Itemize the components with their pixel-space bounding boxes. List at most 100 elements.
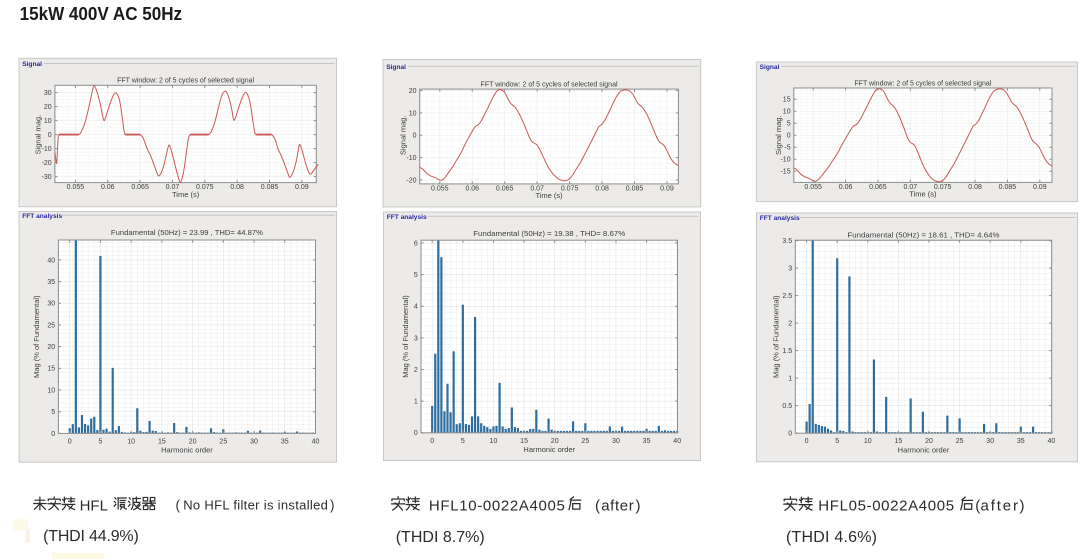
svg-text:Signal mag.: Signal mag. xyxy=(774,115,783,155)
svg-text:35: 35 xyxy=(281,438,289,445)
svg-text:5: 5 xyxy=(835,438,839,445)
svg-text:20: 20 xyxy=(409,88,417,95)
svg-text:15: 15 xyxy=(783,97,791,104)
svg-text:FFT analysis: FFT analysis xyxy=(760,215,800,222)
svg-text:FFT analysis: FFT analysis xyxy=(387,214,427,221)
svg-text:30: 30 xyxy=(250,438,258,445)
svg-text:35: 35 xyxy=(47,279,55,286)
svg-text:0: 0 xyxy=(414,430,418,437)
svg-text:10: 10 xyxy=(409,110,417,117)
svg-text:0.085: 0.085 xyxy=(999,184,1017,191)
svg-text:10: 10 xyxy=(44,118,52,125)
svg-text:(: ( xyxy=(975,498,980,515)
svg-text:20: 20 xyxy=(925,438,933,445)
svg-text:-30: -30 xyxy=(42,174,52,181)
svg-text:1: 1 xyxy=(414,399,418,406)
svg-text:20: 20 xyxy=(189,438,197,445)
svg-text:0: 0 xyxy=(805,438,809,445)
svg-text:Fundamental (50Hz) = 18.61 , T: Fundamental (50Hz) = 18.61 , THD= 4.64% xyxy=(848,230,1000,239)
svg-text:25: 25 xyxy=(956,438,964,445)
svg-text:35: 35 xyxy=(1017,438,1025,445)
svg-text:Mag (% of Fundamental): Mag (% of Fundamental) xyxy=(401,295,410,378)
svg-text:Signal: Signal xyxy=(760,64,780,71)
svg-text:1.5: 1.5 xyxy=(782,348,792,355)
svg-text:0.055: 0.055 xyxy=(804,184,822,191)
svg-text:0.075: 0.075 xyxy=(561,185,579,192)
svg-text:3: 3 xyxy=(414,335,418,342)
svg-text:0.065: 0.065 xyxy=(869,184,887,191)
svg-text:20: 20 xyxy=(44,104,52,111)
svg-text:40: 40 xyxy=(47,257,55,264)
svg-text:0.065: 0.065 xyxy=(131,184,149,191)
svg-text:15: 15 xyxy=(895,438,903,445)
svg-text:0.06: 0.06 xyxy=(465,185,479,192)
svg-text:2: 2 xyxy=(414,367,418,374)
svg-text:-10: -10 xyxy=(406,155,416,162)
svg-text:Fundamental (50Hz) = 19.38 , T: Fundamental (50Hz) = 19.38 , THD= 8.67% xyxy=(473,229,625,238)
svg-text:Signal: Signal xyxy=(386,64,406,71)
svg-text:3: 3 xyxy=(788,266,792,273)
svg-text:5: 5 xyxy=(98,438,102,445)
svg-text:0.06: 0.06 xyxy=(839,184,853,191)
svg-text:(THDI 8.7%): (THDI 8.7%) xyxy=(396,529,485,546)
svg-text:HFL: HFL xyxy=(80,498,108,515)
svg-text:30: 30 xyxy=(612,438,620,445)
svg-text:Time (s): Time (s) xyxy=(172,190,200,199)
svg-text:0: 0 xyxy=(68,438,72,445)
svg-text:0.085: 0.085 xyxy=(626,185,644,192)
svg-text:Harmonic order: Harmonic order xyxy=(898,446,950,455)
svg-text:): ) xyxy=(330,497,335,512)
svg-text:0: 0 xyxy=(51,431,55,438)
svg-text:25: 25 xyxy=(581,438,589,445)
svg-text:10: 10 xyxy=(47,387,55,394)
svg-text:0.065: 0.065 xyxy=(496,185,514,192)
svg-text:0.08: 0.08 xyxy=(595,185,609,192)
svg-text:HFL10-0022A4005: HFL10-0022A4005 xyxy=(429,498,565,515)
svg-text:(: ( xyxy=(176,497,181,512)
svg-text:10: 10 xyxy=(864,438,872,445)
svg-text:): ) xyxy=(636,498,641,515)
svg-text:0.09: 0.09 xyxy=(660,185,674,192)
svg-text:25: 25 xyxy=(47,322,55,329)
svg-text:35: 35 xyxy=(643,438,651,445)
svg-text:-10: -10 xyxy=(780,157,790,164)
svg-text:20: 20 xyxy=(47,344,55,351)
svg-text:15: 15 xyxy=(158,438,166,445)
svg-text:1: 1 xyxy=(788,376,792,383)
svg-text:15kW 400V AC 50Hz: 15kW 400V AC 50Hz xyxy=(20,4,183,24)
svg-text:0.09: 0.09 xyxy=(1033,184,1047,191)
svg-text:Mag (% of Fundamental): Mag (% of Fundamental) xyxy=(32,295,41,378)
svg-text:0.07: 0.07 xyxy=(903,184,917,191)
svg-text:Signal mag.: Signal mag. xyxy=(34,115,43,155)
svg-text:0.07: 0.07 xyxy=(530,185,544,192)
svg-text:0.075: 0.075 xyxy=(934,184,952,191)
svg-text:-10: -10 xyxy=(42,146,52,153)
svg-text:0.5: 0.5 xyxy=(782,403,792,410)
svg-text:Harmonic order: Harmonic order xyxy=(161,446,213,455)
svg-text:0.06: 0.06 xyxy=(101,184,115,191)
svg-text:Time (s): Time (s) xyxy=(909,190,937,199)
svg-text:0: 0 xyxy=(787,133,791,140)
svg-text:2.5: 2.5 xyxy=(782,293,792,300)
svg-text:0.075: 0.075 xyxy=(196,184,214,191)
svg-text:4: 4 xyxy=(414,304,418,311)
svg-text:5: 5 xyxy=(51,409,55,416)
svg-text:30: 30 xyxy=(44,90,52,97)
svg-text:-5: -5 xyxy=(784,145,790,152)
svg-text:0.055: 0.055 xyxy=(431,185,449,192)
svg-text:FFT window: 2 of 5 cycles of s: FFT window: 2 of 5 cycles of selected si… xyxy=(854,79,991,88)
svg-text:40: 40 xyxy=(312,438,320,445)
svg-text:10: 10 xyxy=(127,438,135,445)
svg-text:0: 0 xyxy=(788,431,792,438)
svg-text:0: 0 xyxy=(413,133,417,140)
svg-text:5: 5 xyxy=(787,121,791,128)
svg-text:0.085: 0.085 xyxy=(261,184,279,191)
svg-text:0.09: 0.09 xyxy=(295,184,309,191)
svg-text:30: 30 xyxy=(986,438,994,445)
svg-text:after: after xyxy=(981,498,1019,515)
svg-text:Signal mag.: Signal mag. xyxy=(398,115,407,155)
svg-text:-20: -20 xyxy=(42,160,52,167)
svg-text:Signal: Signal xyxy=(22,61,42,68)
svg-text:): ) xyxy=(1020,498,1025,515)
svg-text:after: after xyxy=(601,498,634,515)
